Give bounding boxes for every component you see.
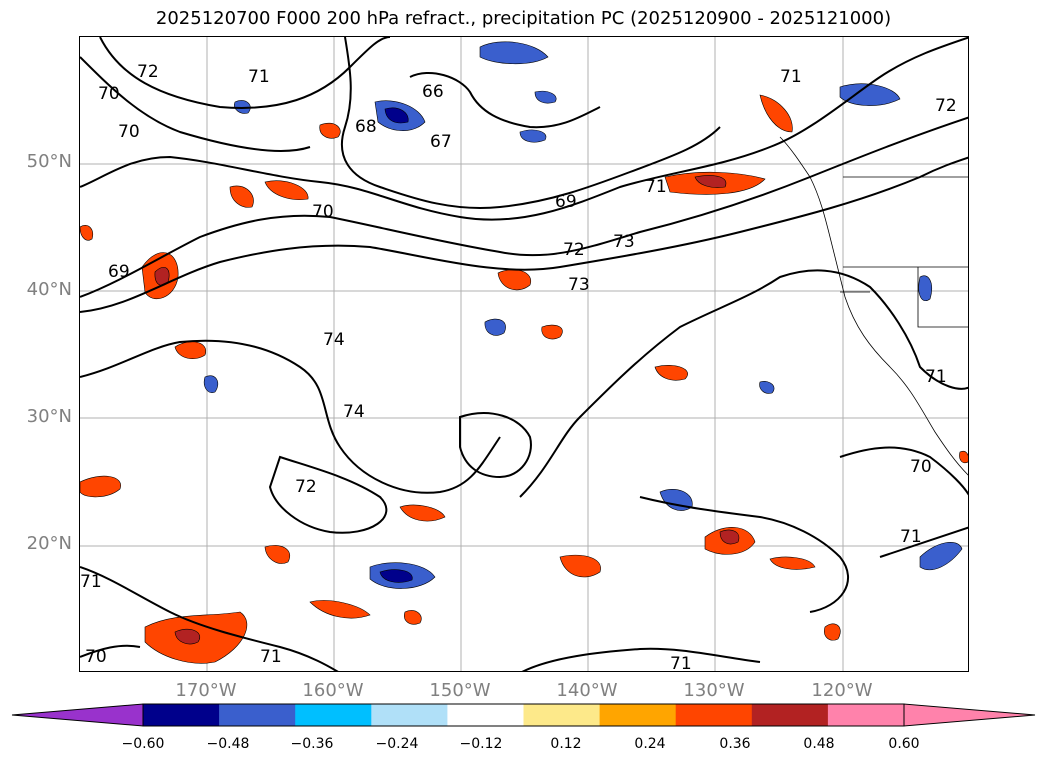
- colorbar-bins: [143, 704, 905, 726]
- contour-label: 67: [430, 132, 452, 152]
- lon-label-160w: 160°W: [302, 680, 364, 701]
- map-panel: 72 70 71 66 68 67 69 70 71 73 72 73 74 7…: [79, 36, 969, 672]
- contour-label: 70: [118, 122, 140, 142]
- colorbar-outline: [142, 703, 905, 727]
- lat-label-30n: 30°N: [26, 406, 72, 427]
- colorbar-over-arrow: [903, 703, 1036, 727]
- colorbar-bin: [143, 704, 220, 726]
- colorbar-bin: [523, 704, 601, 726]
- coastlines: [779, 136, 968, 476]
- lon-label-170w: 170°W: [175, 680, 237, 701]
- contour-label: 70: [312, 202, 334, 222]
- contour-label: 71: [80, 572, 102, 592]
- colorbar-tick: 0.60: [888, 736, 920, 752]
- colorbar-bin: [295, 704, 372, 726]
- contour-label: 71: [670, 654, 692, 672]
- lon-label-130w: 130°W: [683, 680, 745, 701]
- colorbar-bin: [675, 704, 753, 726]
- colorbar-bin: [219, 704, 296, 726]
- chart-title: 2025120700 F000 200 hPa refract., precip…: [155, 8, 892, 29]
- contour-label: 71: [900, 527, 922, 547]
- contour-label: 70: [98, 84, 120, 104]
- contour-label: 66: [422, 82, 444, 102]
- colorbar-tick: 0.48: [803, 736, 835, 752]
- contour-label: 74: [323, 330, 345, 350]
- contour-label: 74: [343, 402, 365, 422]
- contour-label: 72: [563, 240, 585, 260]
- contour-label: 73: [568, 275, 590, 295]
- contour-label: 71: [248, 67, 270, 87]
- lon-label-120w: 120°W: [811, 680, 873, 701]
- colorbar: −0.60 −0.48 −0.36 −0.24 −0.12 0.12 0.24 …: [0, 700, 1047, 760]
- contour-label: 69: [555, 192, 577, 212]
- precip-positive-areas: [80, 94, 968, 664]
- colorbar-tick: 0.24: [634, 736, 666, 752]
- lat-label-50n: 50°N: [26, 151, 72, 172]
- colorbar-tick: −0.48: [206, 736, 250, 752]
- contour-label: 71: [780, 67, 802, 87]
- graticule: [80, 37, 968, 671]
- contour-label: 70: [910, 457, 932, 477]
- contour-label: 72: [137, 62, 159, 82]
- colorbar-bin: [599, 704, 677, 726]
- colorbar-tick: −0.60: [121, 736, 165, 752]
- contour-label: 71: [645, 177, 667, 197]
- colorbar-bin: [751, 704, 829, 726]
- contour-label: 71: [260, 647, 282, 667]
- contour-label: 73: [613, 232, 635, 252]
- colorbar-tick: −0.24: [375, 736, 419, 752]
- contour-label: 72: [935, 96, 957, 116]
- colorbar-graphic: [11, 703, 1036, 727]
- colorbar-bin: [447, 704, 524, 726]
- contour-label: 68: [355, 117, 377, 137]
- contour-label: 70: [85, 647, 107, 667]
- colorbar-tick: 0.36: [719, 736, 751, 752]
- contour-label-group: 72 70 71 66 68 67 69 70 71 73 72 73 74 7…: [80, 62, 957, 672]
- contour-label: 69: [108, 262, 130, 282]
- colorbar-tick: 0.12: [550, 736, 582, 752]
- colorbar-under-arrow: [11, 703, 144, 727]
- lat-label-40n: 40°N: [26, 279, 72, 300]
- contour-label: 71: [925, 367, 947, 387]
- colorbar-bin: [827, 704, 905, 726]
- colorbar-tick: −0.36: [290, 736, 334, 752]
- map-canvas: 72 70 71 66 68 67 69 70 71 73 72 73 74 7…: [80, 37, 968, 672]
- lat-label-20n: 20°N: [26, 533, 72, 554]
- colorbar-bin: [371, 704, 448, 726]
- precip-negative-areas: [203, 41, 963, 589]
- colorbar-tick: −0.12: [459, 736, 503, 752]
- lon-label-140w: 140°W: [556, 680, 618, 701]
- lon-label-150w: 150°W: [429, 680, 491, 701]
- contour-label: 72: [295, 477, 317, 497]
